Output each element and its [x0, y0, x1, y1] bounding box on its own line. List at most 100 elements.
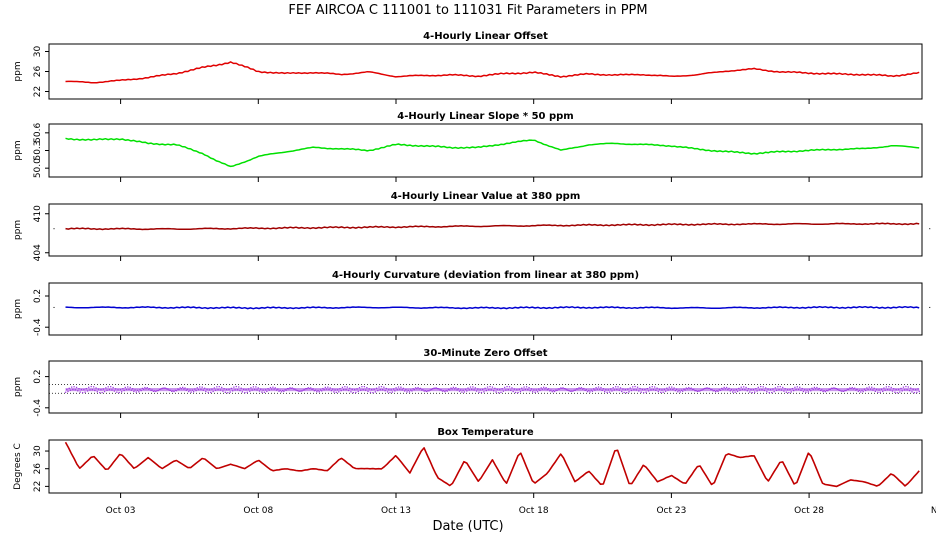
data-point	[916, 391, 918, 394]
data-point	[543, 386, 545, 388]
series-line	[65, 61, 920, 84]
data-point	[857, 390, 859, 392]
data-point	[73, 386, 75, 388]
data-point	[79, 391, 81, 393]
data-point	[653, 386, 656, 388]
y-tick-label: 0.2	[33, 369, 43, 383]
data-point	[103, 390, 106, 393]
data-point	[112, 386, 114, 389]
data-point	[363, 386, 366, 388]
panel-title: 4-Hourly Curvature (deviation from linea…	[332, 270, 639, 281]
data-point	[868, 386, 870, 388]
outlier-point	[53, 228, 55, 230]
data-point	[358, 387, 361, 389]
data-point	[252, 386, 255, 388]
y-axis-label: ppm	[13, 377, 23, 397]
data-point	[483, 391, 485, 393]
data-point	[389, 391, 391, 394]
panel-title: 30-Minute Zero Offset	[423, 348, 547, 359]
x-axis-ticks: Oct 03 Oct 08 Oct 13 Oct 18 Oct 23 Oct 28 Nov …	[106, 506, 936, 516]
data-point	[671, 386, 673, 388]
data-point	[696, 390, 698, 393]
series-line	[64, 441, 920, 488]
data-point	[257, 387, 259, 389]
data-point	[352, 392, 355, 394]
data-point	[890, 386, 892, 389]
plot-frame	[48, 360, 923, 414]
data-point	[71, 386, 73, 388]
data-point	[913, 392, 916, 394]
data-point	[307, 387, 309, 389]
data-point	[152, 390, 155, 392]
data-point	[874, 390, 877, 392]
data-point	[816, 386, 818, 389]
panel-6: Box Temperature Degrees C 22 26 30	[13, 427, 923, 498]
data-point	[762, 386, 764, 388]
data-point	[84, 391, 86, 393]
data-point	[619, 387, 622, 389]
panel-title: 4-Hourly Linear Value at 380 ppm	[391, 191, 581, 202]
y-tick-label: 30	[33, 445, 43, 457]
data-point	[562, 387, 564, 389]
data-point	[391, 391, 394, 393]
y-axis-label: ppm	[13, 220, 23, 240]
data-point	[591, 390, 594, 392]
data-point	[888, 386, 890, 388]
data-point	[173, 390, 175, 393]
y-tick-label: 26	[33, 463, 43, 475]
x-tick-label: Oct 23	[656, 506, 686, 516]
data-point	[851, 386, 853, 389]
data-point	[261, 391, 263, 393]
data-point	[497, 392, 500, 394]
data-point	[911, 391, 913, 393]
data-point	[682, 390, 684, 392]
data-point	[327, 386, 329, 388]
data-point	[210, 391, 212, 394]
data-point	[512, 390, 514, 393]
data-point	[740, 386, 742, 388]
data-point	[182, 386, 184, 389]
plot-frame	[48, 282, 923, 336]
data-point	[395, 387, 397, 389]
data-point	[649, 386, 651, 389]
data-point	[369, 391, 372, 394]
data-point	[902, 386, 905, 388]
data-point	[714, 390, 717, 393]
data-point	[333, 391, 335, 393]
data-point	[645, 391, 647, 393]
data-point	[779, 385, 781, 388]
data-point	[802, 390, 805, 393]
x-axis-label: Date (UTC)	[432, 519, 503, 534]
data-point	[885, 386, 888, 388]
x-tick-label: Oct 28	[794, 506, 824, 516]
data-point	[495, 391, 497, 393]
data-point	[278, 390, 280, 392]
plot-frame	[48, 203, 923, 257]
data-point	[255, 386, 257, 388]
y-tick-label: 404	[33, 244, 43, 261]
data-point	[796, 386, 798, 388]
data-point	[110, 386, 112, 388]
data-point	[118, 391, 120, 394]
data-point	[540, 387, 542, 389]
data-point	[374, 391, 377, 393]
data-point	[907, 386, 909, 388]
data-point	[503, 386, 506, 389]
data-point	[871, 386, 873, 388]
data-point	[608, 391, 611, 393]
y-tick-label: -0.4	[33, 399, 43, 417]
data-point	[241, 391, 244, 393]
data-point	[201, 386, 203, 388]
panel-3: 4-Hourly Linear Value at 380 ppm ppm 404 41…	[13, 191, 931, 261]
data-point	[400, 386, 402, 388]
data-point	[310, 387, 312, 389]
data-point	[129, 386, 131, 389]
data-point	[455, 387, 457, 389]
data-point	[551, 391, 553, 393]
data-point	[822, 390, 824, 393]
data-point	[199, 386, 201, 388]
data-point	[414, 387, 417, 389]
data-point	[67, 390, 69, 393]
panel-5: 30-Minute Zero Offset ppm -0.4 0.2	[13, 348, 923, 418]
data-point	[324, 386, 326, 389]
